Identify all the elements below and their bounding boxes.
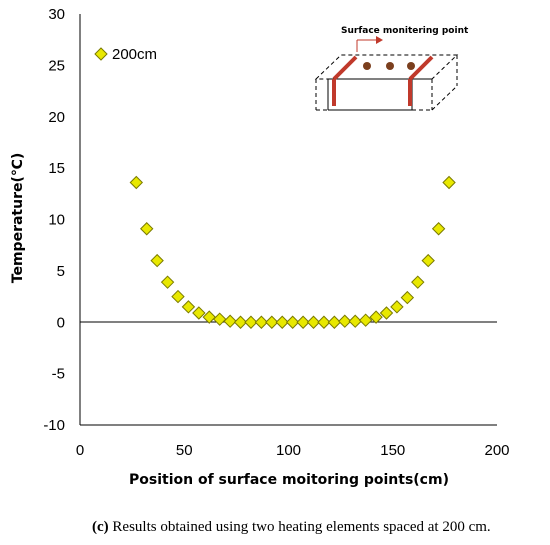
y-tick-label: 20 [48,109,65,126]
monitoring-dot [386,62,394,70]
monitoring-dot [407,62,415,70]
data-point [244,315,258,329]
x-axis-title: Position of surface moitoring points(cm) [129,472,449,488]
data-point [202,310,216,324]
figure-caption: (c) Results obtained using two heating e… [92,519,491,536]
chart: -10 -5 0 5 10 15 20 25 30 0 50 100 150 200 200cm Pos… [10,6,510,488]
data-point [411,275,425,289]
data-point [306,315,321,329]
legend-label: 200cm [112,46,157,63]
data-point [285,315,300,329]
legend-marker [94,47,108,61]
data-point [181,300,196,314]
data-point [254,315,269,329]
x-tick-label: 50 [176,442,193,459]
y-axis-title: Temperature(℃) [10,153,26,283]
data-point [160,275,175,289]
data-point [442,175,456,190]
inset-label: Surface monitering point [341,26,469,36]
data-point [317,315,331,329]
data-point [233,315,248,329]
monitoring-dot [363,62,371,70]
data-point [171,289,185,304]
data-point [212,312,227,326]
y-tick-label: 5 [57,263,65,280]
x-tick-label: 0 [76,442,84,459]
data-point [192,306,206,320]
data-point [369,310,383,324]
data-point [327,315,342,329]
y-tick-label: 0 [57,314,65,331]
data-point [265,315,279,329]
y-tick-label: 15 [48,160,65,177]
inset-diagram: Surface monitering point [314,26,469,111]
heater-right [408,55,434,81]
heater-left [332,55,358,81]
caption-text: Results obtained using two heating eleme… [108,519,491,535]
data-point [348,314,362,328]
y-tick-label: -5 [52,366,65,383]
data-point [296,315,310,329]
data-point [431,222,446,236]
data-point [390,300,404,314]
y-tick-label: 25 [48,57,65,74]
data-point [140,222,154,236]
x-tick-labels: 0 50 100 150 200 [76,442,510,459]
x-tick-label: 200 [484,442,509,459]
y-tick-label: -10 [43,417,65,434]
y-tick-label: 30 [48,6,65,23]
data-points [129,175,456,329]
data-point [129,175,144,190]
data-point [421,253,435,268]
caption-tag: (c) [92,519,109,535]
legend: 200cm [94,46,157,63]
data-point [150,253,164,268]
data-point [379,306,394,320]
data-point [400,290,415,305]
data-point [358,313,373,327]
x-tick-label: 150 [380,442,405,459]
y-tick-label: 10 [48,212,65,229]
data-point [275,315,289,329]
data-point [338,314,352,328]
x-tick-label: 100 [276,442,301,459]
y-tick-labels: -10 -5 0 5 10 15 20 25 30 [43,6,65,434]
data-point [223,314,237,328]
